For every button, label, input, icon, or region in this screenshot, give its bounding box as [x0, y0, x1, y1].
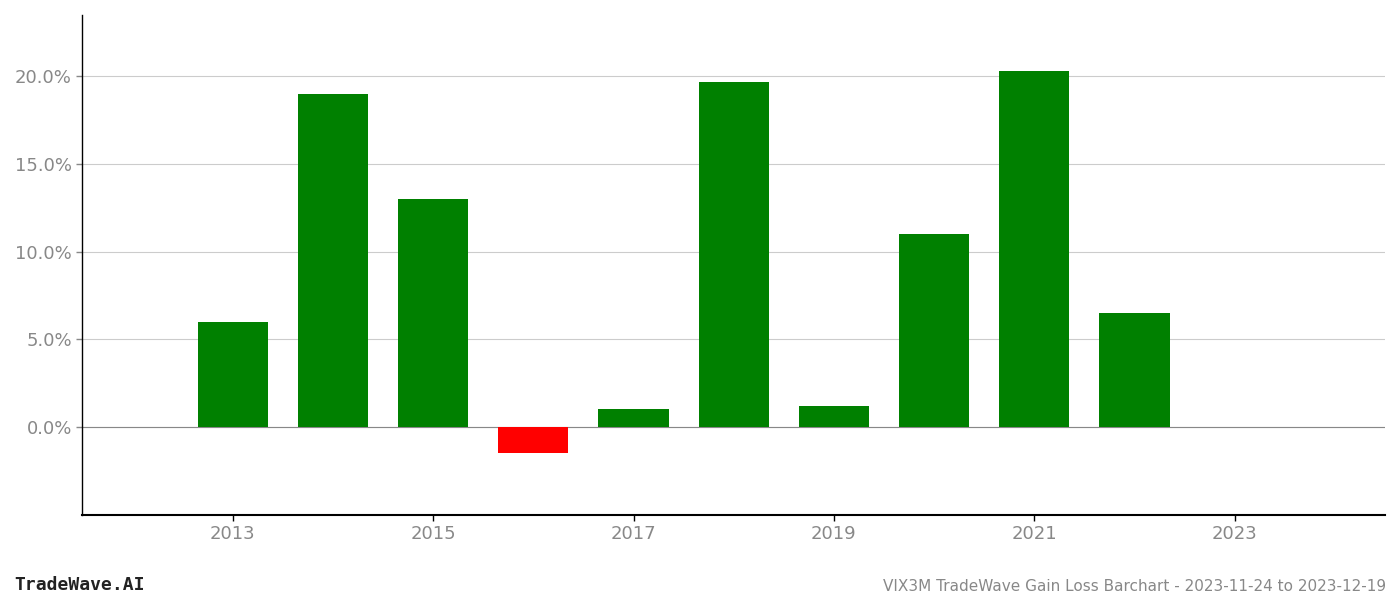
- Bar: [899, 234, 969, 427]
- Bar: [1000, 71, 1070, 427]
- Bar: [598, 409, 669, 427]
- Bar: [398, 199, 468, 427]
- Bar: [298, 94, 368, 427]
- Bar: [699, 82, 769, 427]
- Text: TradeWave.AI: TradeWave.AI: [14, 576, 144, 594]
- Bar: [197, 322, 267, 427]
- Bar: [799, 406, 869, 427]
- Text: VIX3M TradeWave Gain Loss Barchart - 2023-11-24 to 2023-12-19: VIX3M TradeWave Gain Loss Barchart - 202…: [883, 579, 1386, 594]
- Bar: [498, 427, 568, 453]
- Bar: [1099, 313, 1169, 427]
